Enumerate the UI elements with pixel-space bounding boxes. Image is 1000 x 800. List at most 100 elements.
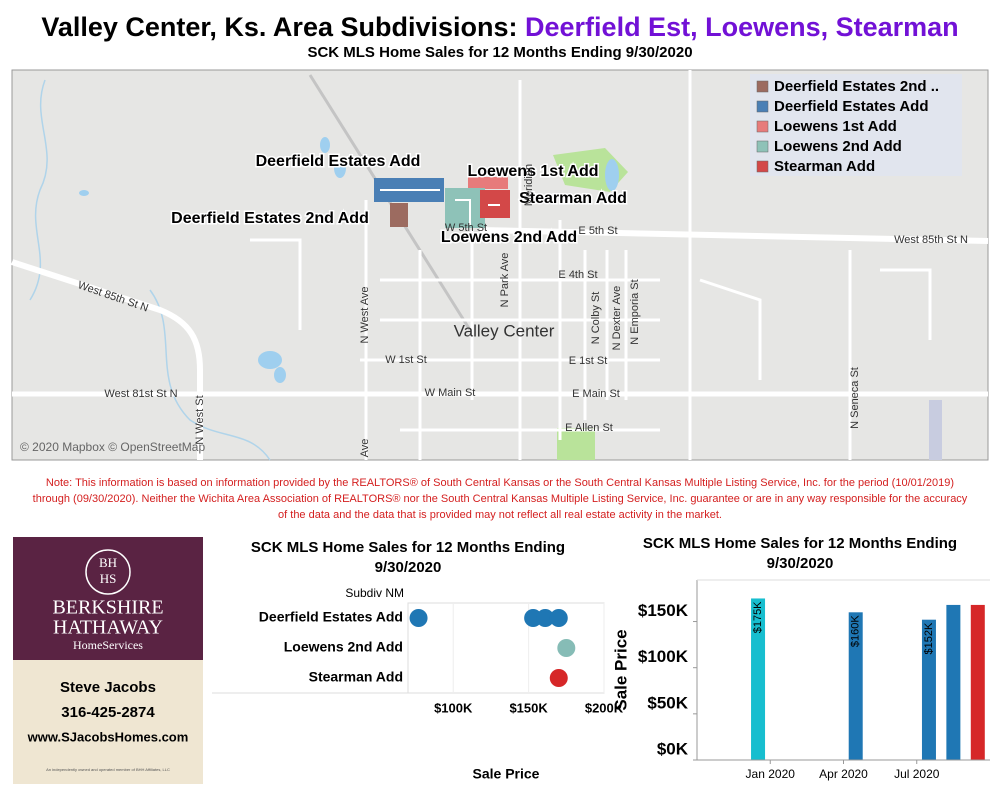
map-label: Loewens 1st Add <box>468 163 599 180</box>
y-tick-label: $0K <box>657 739 689 758</box>
point <box>409 609 428 627</box>
subdivision-area <box>445 188 485 228</box>
legend: Deerfield Estates 2nd .. Deerfield Estate… <box>756 78 939 175</box>
pond <box>274 367 286 383</box>
map-label: E 1st St <box>569 355 608 367</box>
map-label: E Main St <box>572 388 620 400</box>
point <box>549 669 568 687</box>
strip-chart: Subdiv NM Sale Price $100K $150K $200K Deer… <box>212 586 624 782</box>
disclaimer: Note: This information is based on infor… <box>32 477 968 521</box>
brand: HATHAWAY <box>53 617 163 639</box>
bar <box>970 604 985 760</box>
legend-label: Loewens 2nd Add <box>774 138 902 155</box>
map-label: N Colby St <box>590 292 602 345</box>
page-subtitle: SCK MLS Home Sales for 12 Months Ending … <box>307 44 692 61</box>
map-label: E 5th St <box>578 225 617 237</box>
legend-swatch <box>756 80 769 93</box>
x-tick-label: $150K <box>509 700 548 715</box>
legend-swatch <box>756 100 769 113</box>
brand: HomeServices <box>73 638 143 652</box>
map-label: Loewens 2nd Add <box>441 229 577 246</box>
map-label: E 4th St <box>558 269 597 281</box>
legend-label: Loewens 1st Add <box>774 118 897 135</box>
railroad <box>308 74 472 331</box>
map-label: Ave <box>359 439 371 458</box>
map-label: W 5th St <box>445 222 487 234</box>
map-label: Valley Center <box>454 321 555 340</box>
map-label: W Main St <box>425 387 476 399</box>
pond <box>605 159 619 191</box>
fine-print: An independently owned and operated memb… <box>46 767 170 772</box>
map-label: N Seneca St <box>849 367 861 429</box>
map-label: N West St <box>194 395 206 444</box>
subdivision-street <box>380 189 500 225</box>
map-label: Deerfield Estates 2nd Add <box>171 210 369 227</box>
card-banner <box>13 537 203 660</box>
map-label: E Allen St <box>565 422 613 434</box>
map-attribution: © 2020 Mapbox © OpenStreetMap <box>20 440 205 454</box>
park <box>557 428 595 460</box>
river <box>29 79 48 301</box>
logo <box>85 549 131 595</box>
chart-title: SCK MLS Home Sales for 12 Months Ending … <box>250 539 566 576</box>
value-label: $175K <box>752 601 764 633</box>
pond <box>79 190 89 196</box>
bar <box>946 604 961 760</box>
row-header: Subdiv NM <box>345 586 404 600</box>
y-axis-title: Sale Price <box>611 629 630 710</box>
area <box>929 400 942 460</box>
agent-card: BH HS BERKSHIRE HATHAWAY HomeServices St… <box>13 537 203 784</box>
river <box>149 289 271 461</box>
map-label: Meridian <box>523 164 535 206</box>
bar <box>848 612 863 760</box>
title-highlight: Deerfield Est, Loewens, Stearman <box>525 12 959 42</box>
brand: BERKSHIRE <box>52 597 163 619</box>
page-title: Valley Center, Ks. Area Subdivisions: De… <box>41 12 958 42</box>
y-tick-label: $150K <box>638 601 689 620</box>
y-tick-label: $100K <box>638 647 689 666</box>
logo-text: HS <box>100 571 117 586</box>
map-label: W 1st St <box>385 354 427 366</box>
subdivision-area <box>390 203 408 227</box>
agent-phone: 316-425-2874 <box>61 704 155 721</box>
map-label: N Park Ave <box>499 253 511 308</box>
map-label: N Dexter Ave <box>611 286 623 351</box>
category-label: Loewens 2nd Add <box>284 639 403 655</box>
x-tick-label: Jan 2020 <box>746 767 796 781</box>
legend-label: Deerfield Estates 2nd .. <box>774 78 939 95</box>
y-tick-label: $50K <box>647 693 688 712</box>
map-label: Deerfield Estates Add <box>256 153 421 170</box>
pond <box>320 137 330 153</box>
legend-swatch <box>756 120 769 133</box>
bar-chart: Sale Price $0K $50K $100K $150K Jan 2020 Apr … <box>611 579 990 781</box>
road <box>479 227 989 244</box>
map-label: West 81st St N <box>104 388 177 400</box>
map-label: West 85th St N <box>894 234 968 246</box>
point <box>549 609 568 627</box>
point <box>536 609 555 627</box>
bar <box>921 619 936 760</box>
x-tick-label: $200K <box>585 700 624 715</box>
agent-name: Steve Jacobs <box>60 679 156 696</box>
x-tick-label: Jul 2020 <box>894 767 940 781</box>
legend-swatch <box>756 140 769 153</box>
point <box>557 639 576 657</box>
category-label: Deerfield Estates Add <box>259 609 403 625</box>
x-tick-label: $100K <box>434 700 473 715</box>
logo-text: BH <box>99 555 117 570</box>
x-tick-label: Apr 2020 <box>819 767 868 781</box>
bar <box>751 598 766 760</box>
map-label: N West Ave <box>359 286 371 343</box>
road <box>11 259 203 460</box>
agent-website: www.SJacobsHomes.com <box>27 729 189 744</box>
map-label: N Emporia St <box>629 279 641 344</box>
legend-label: Deerfield Estates Add <box>774 98 929 115</box>
map: Deerfield Estates Add Loewens 1st Add St… <box>11 69 989 461</box>
value-label: $152K <box>923 622 935 654</box>
subdivision-area <box>468 177 508 189</box>
chart-title: SCK MLS Home Sales for 12 Months Ending … <box>642 535 958 572</box>
title-text: Valley Center, Ks. Area Subdivisions: <box>41 12 517 42</box>
map-label: Stearman Add <box>519 190 627 207</box>
